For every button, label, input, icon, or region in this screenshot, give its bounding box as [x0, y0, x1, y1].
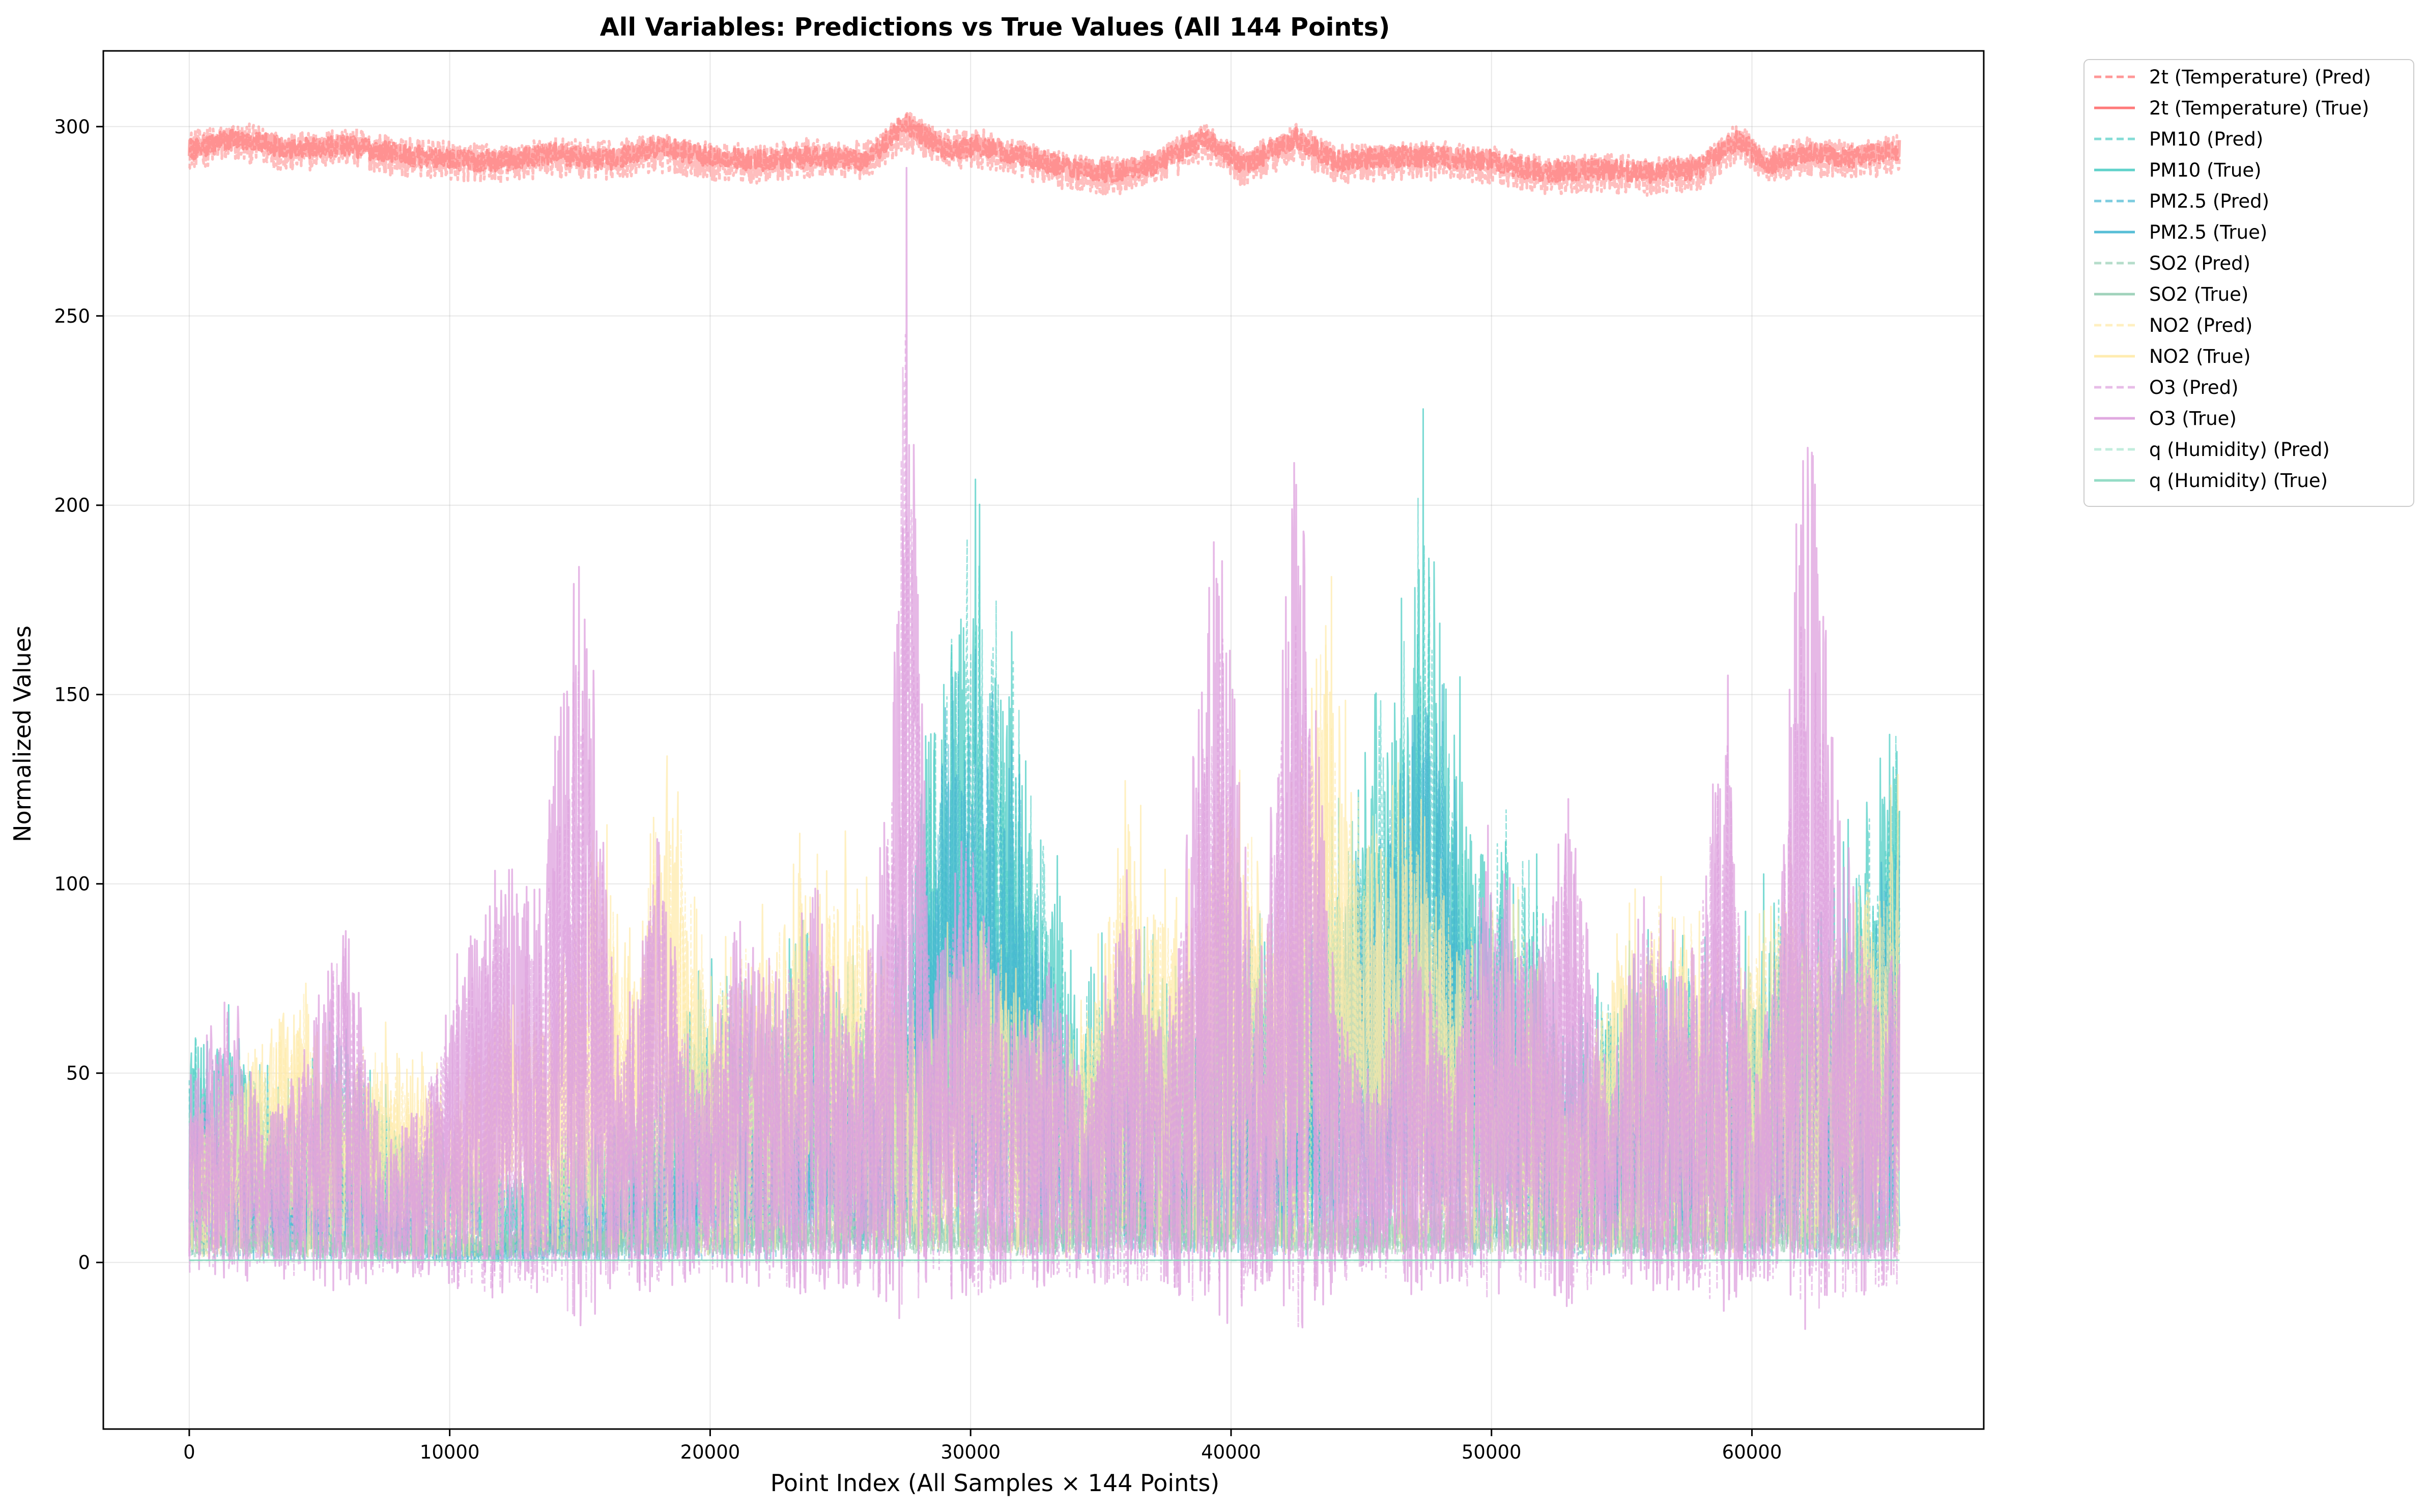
legend-box	[2083, 59, 2414, 507]
y-tick-label: 200	[54, 495, 90, 517]
y-tick-label: 0	[78, 1252, 90, 1274]
axes-frame	[102, 50, 1985, 1430]
series-lines	[187, 112, 1901, 1330]
series-line	[188, 166, 1901, 1330]
series-line	[187, 112, 1901, 184]
legend-label: PM10 (True)	[2149, 159, 2262, 181]
y-tick-label: 100	[54, 873, 90, 895]
legend-label: O3 (Pred)	[2149, 377, 2239, 398]
legend-label: PM10 (Pred)	[2149, 128, 2263, 150]
x-tick-label: 10000	[420, 1441, 480, 1463]
x-tick-label: 60000	[1722, 1441, 1782, 1463]
y-axis-label: Normalized Values	[9, 625, 36, 842]
legend-label: q (Humidity) (Pred)	[2149, 439, 2330, 461]
legend-label: NO2 (Pred)	[2149, 315, 2252, 336]
x-tick-label: 40000	[1201, 1441, 1261, 1463]
legend-label: SO2 (True)	[2149, 283, 2248, 305]
y-tick-label: 250	[54, 305, 90, 327]
legend-label: O3 (True)	[2149, 408, 2237, 430]
ticks: 0 10000 20000 30000 40000 50000 60000 0 50 100 150…	[54, 116, 1782, 1463]
plot-area: 0 10000 20000 30000 40000 50000 60000 0 50 100 150…	[54, 50, 1985, 1463]
chart-title: All Variables: Predictions vs True Value…	[600, 13, 1390, 42]
y-tick-label: 50	[66, 1063, 90, 1085]
x-tick-label: 50000	[1462, 1441, 1522, 1463]
x-tick-label: 20000	[680, 1441, 740, 1463]
x-tick-label: 30000	[940, 1441, 1001, 1463]
y-tick-label: 150	[54, 684, 90, 706]
legend-label: 2t (Temperature) (Pred)	[2149, 66, 2371, 88]
legend-label: 2t (Temperature) (True)	[2149, 97, 2369, 119]
legend-label: q (Humidity) (True)	[2149, 470, 2328, 492]
legend-label: SO2 (Pred)	[2149, 252, 2250, 274]
y-tick-label: 300	[54, 116, 90, 138]
legend-label: PM2.5 (Pred)	[2149, 190, 2269, 212]
legend-label: NO2 (True)	[2149, 346, 2251, 367]
legend: 2t (Temperature) (Pred) 2t (Temperature) …	[2083, 59, 2414, 507]
x-tick-label: 0	[183, 1441, 195, 1463]
legend-label: PM2.5 (True)	[2149, 221, 2267, 243]
x-axis-label: Point Index (All Samples × 144 Points)	[770, 1469, 1219, 1497]
